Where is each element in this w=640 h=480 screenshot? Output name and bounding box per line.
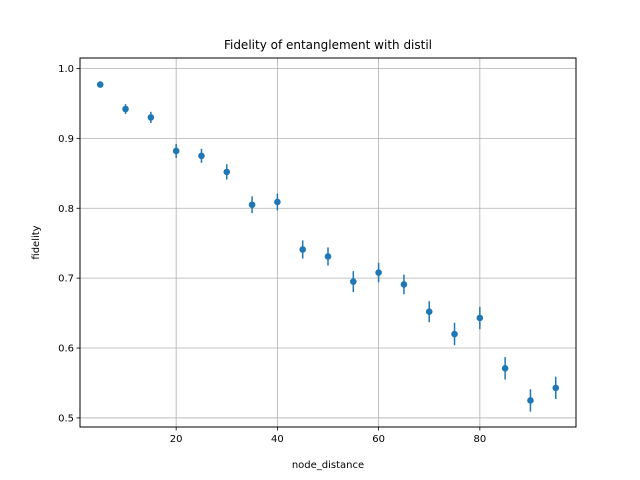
plot-frame [79, 57, 577, 428]
x-tick-label: 60 [372, 434, 385, 445]
data-point [476, 314, 484, 322]
chart-title: Fidelity of entanglement with distil [224, 38, 432, 52]
y-tick-label: 0.6 [58, 344, 74, 355]
data-point [527, 397, 534, 404]
data-point [147, 114, 155, 121]
axis-ticks: 20 40 60 80 0.5 0.6 0.7 0.8 0.9 1.0 [58, 64, 486, 445]
data-point [172, 147, 180, 155]
data-point [274, 198, 281, 206]
data-point [324, 253, 332, 260]
grid [80, 58, 576, 427]
data-point [96, 81, 104, 88]
y-tick-label: 0.7 [58, 274, 74, 285]
y-tick-label: 0.5 [58, 413, 74, 424]
data-point [299, 246, 306, 253]
data-point [122, 105, 129, 113]
data-point [552, 384, 560, 392]
data-point [375, 269, 382, 276]
data-point [451, 330, 458, 338]
y-axis-title: fidelity [31, 225, 42, 259]
x-tick-label: 20 [170, 434, 183, 445]
data-point [350, 278, 357, 285]
data-point [198, 152, 205, 160]
data-point [223, 168, 231, 176]
y-tick-label: 0.9 [58, 134, 74, 145]
data-point [400, 281, 408, 288]
data-point [501, 364, 509, 372]
y-tick-label: 0.8 [58, 204, 74, 215]
x-axis-title: node_distance [292, 460, 364, 471]
data-series [96, 81, 560, 412]
data-point [425, 308, 433, 315]
data-point [248, 201, 256, 209]
y-tick-label: 1.0 [58, 64, 74, 75]
x-tick-label: 80 [473, 434, 486, 445]
x-tick-label: 40 [271, 434, 284, 445]
